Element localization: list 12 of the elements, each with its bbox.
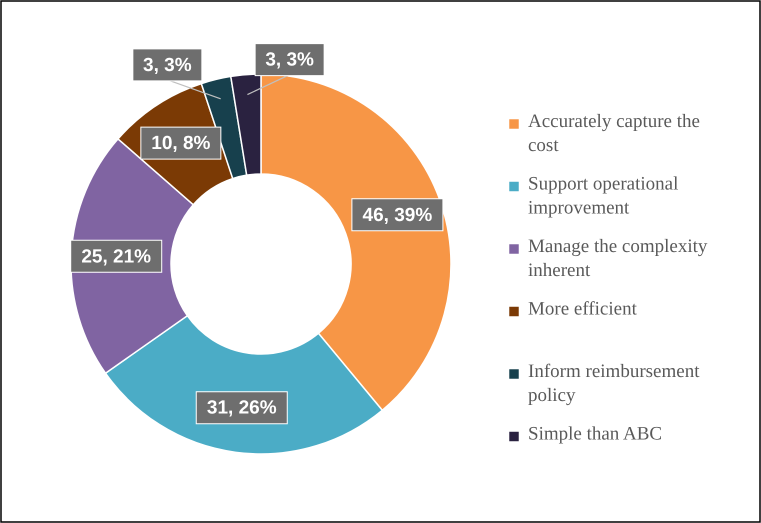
legend-label: Accurately capture the cost (528, 111, 700, 156)
legend-label: Simple than ABC (528, 424, 662, 444)
data-label: 10, 8% (151, 133, 211, 154)
data-label: 3, 3% (143, 54, 192, 76)
legend-label: Manage the complexity inherent (528, 236, 708, 281)
data-label: 3, 3% (265, 50, 314, 71)
legend-label: Support operational improvement (528, 174, 678, 218)
data-label: 46, 39% (362, 204, 432, 226)
legend-label: Inform reimbursement policy (528, 361, 700, 406)
data-label: 25, 21% (81, 246, 152, 268)
legend-label: More efficient (528, 298, 638, 320)
data-label: 31, 26% (206, 398, 277, 419)
